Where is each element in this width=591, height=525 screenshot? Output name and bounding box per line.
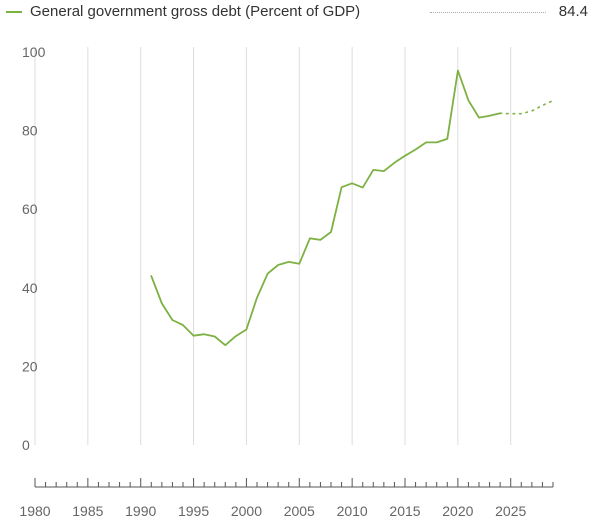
grid-lines	[34, 47, 512, 445]
x-tick-label-1985: 1985	[72, 503, 103, 519]
y-tick-label-40: 40	[22, 280, 38, 296]
x-tick-label-2010: 2010	[337, 503, 368, 519]
y-tick-label-100: 100	[22, 44, 46, 60]
debt-line	[150, 69, 502, 347]
x-tick-label-2015: 2015	[389, 503, 420, 519]
legend-leader-dots	[430, 12, 546, 13]
x-tick-label-1990: 1990	[125, 503, 156, 519]
y-tick-label-60: 60	[22, 201, 38, 217]
x-axis: 1980 1985 1990 1995 2000 2005 2010 2015 2020 2025	[19, 478, 554, 519]
legend: General government gross debt (Percent o…	[0, 0, 591, 26]
legend-swatch	[6, 11, 22, 13]
x-tick-label-1980: 1980	[19, 503, 50, 519]
legend-latest-value: 84.4	[558, 3, 588, 20]
x-tick-label-1995: 1995	[178, 503, 209, 519]
series-lines	[150, 69, 554, 347]
legend-series-name: General government gross debt (Percent o…	[30, 3, 361, 20]
y-tick-label-0: 0	[22, 437, 30, 453]
y-tick-label-20: 20	[22, 358, 38, 374]
x-tick-label-2005: 2005	[284, 503, 315, 519]
x-tick-label-2020: 2020	[442, 503, 473, 519]
y-tick-label-80: 80	[22, 123, 38, 139]
y-tick-labels: 0 20 40 60 80 100	[22, 44, 46, 453]
projection-line	[499, 99, 554, 115]
x-tick-label-2000: 2000	[231, 503, 262, 519]
x-tick-label-2025: 2025	[495, 503, 526, 519]
